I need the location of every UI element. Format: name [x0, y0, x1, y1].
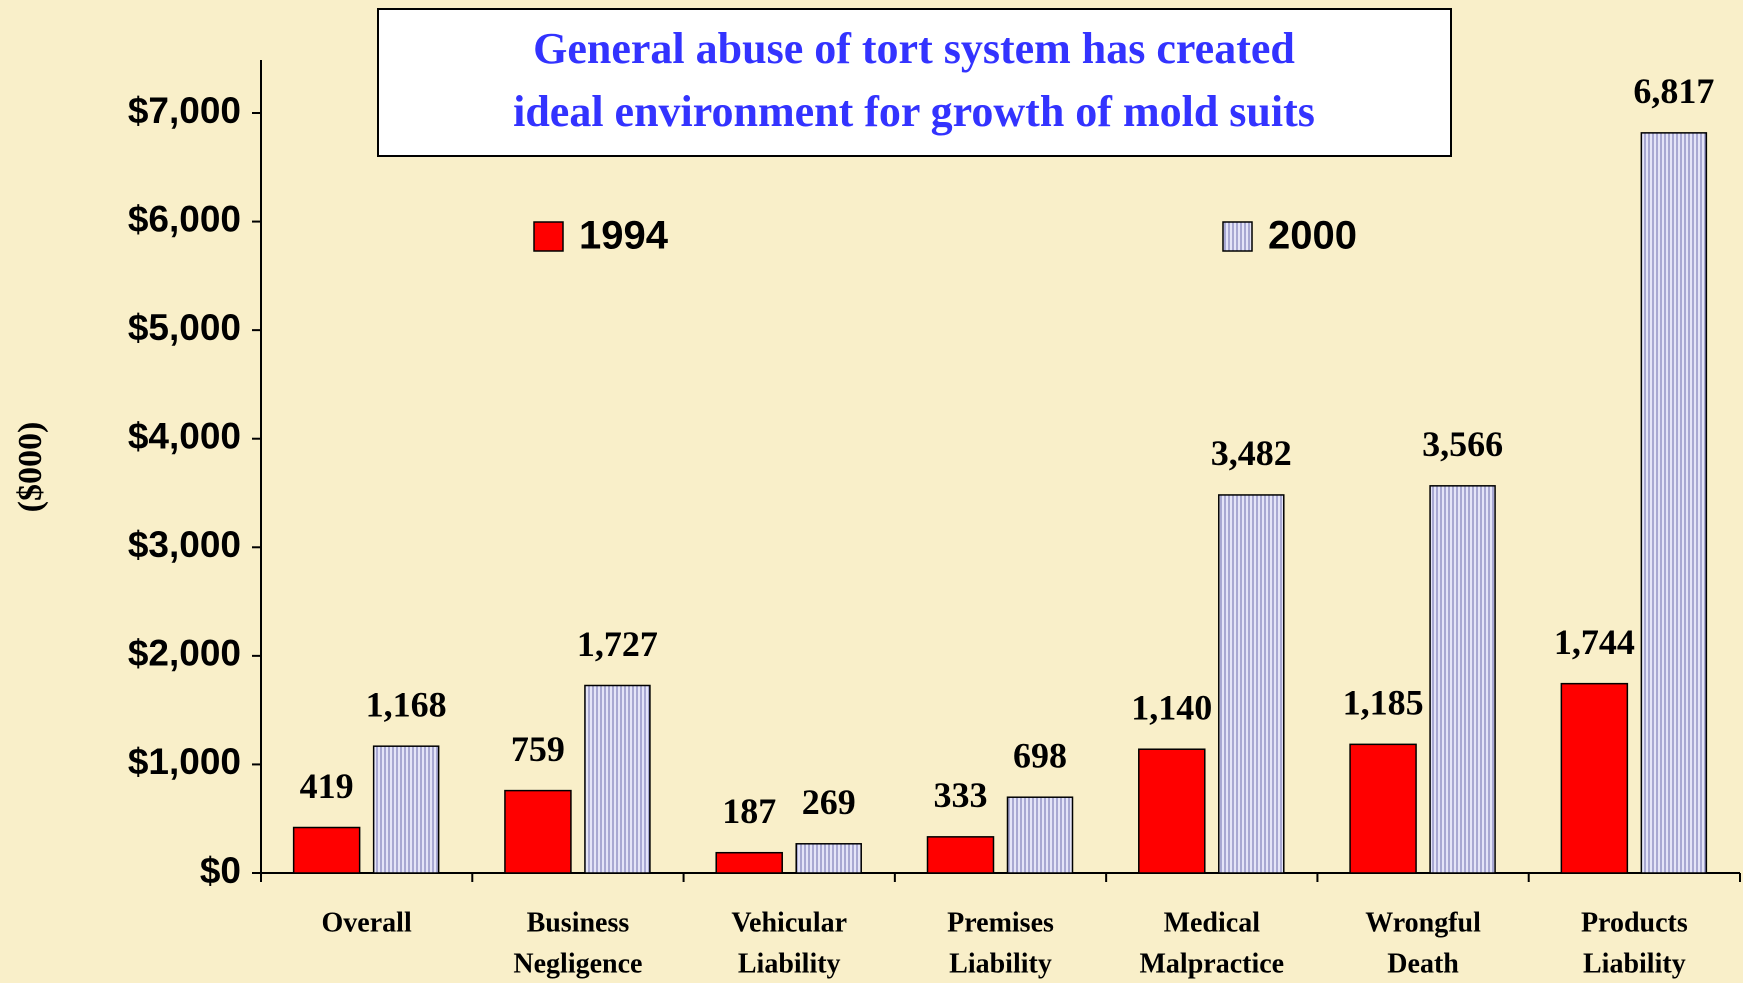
- y-tick-label: $7,000: [128, 90, 241, 131]
- y-axis-label: ($000): [12, 422, 49, 513]
- x-tick-label: Overall: [322, 907, 412, 938]
- data-label: 269: [802, 782, 856, 822]
- x-tick-label: Wrongful: [1365, 907, 1481, 938]
- bar: [1218, 494, 1285, 874]
- bar: [1006, 796, 1074, 874]
- bar: [1138, 748, 1206, 874]
- chart-title: General abuse of tort system has created: [533, 24, 1295, 73]
- data-label: 1,727: [577, 624, 658, 664]
- bar: [795, 843, 862, 874]
- bar: [715, 851, 783, 874]
- data-label: 333: [934, 775, 988, 815]
- x-tick-label: Products: [1581, 907, 1688, 938]
- legend-swatch: [533, 221, 564, 252]
- x-tick-label: Medical: [1164, 907, 1261, 938]
- x-tick-label: Death: [1387, 948, 1459, 979]
- y-tick-label: $5,000: [128, 307, 241, 348]
- bar: [504, 789, 572, 874]
- data-label: 1,140: [1131, 687, 1212, 727]
- bar: [292, 826, 361, 874]
- y-tick-label: $3,000: [128, 524, 241, 565]
- bar: [1640, 132, 1708, 874]
- data-label: 3,482: [1211, 433, 1292, 473]
- x-tick-label: Liability: [1583, 948, 1686, 979]
- legend-label: 1994: [579, 214, 669, 258]
- y-tick-label: $1,000: [128, 741, 241, 782]
- y-tick-label: $4,000: [128, 415, 241, 456]
- bar: [1349, 743, 1417, 874]
- y-tick-label: $0: [200, 850, 241, 891]
- x-tick-label: Negligence: [513, 948, 642, 979]
- chart-title: ideal environment for growth of mold sui…: [513, 87, 1315, 136]
- x-tick-label: Business: [527, 907, 630, 938]
- x-tick-label: Malpractice: [1139, 948, 1284, 979]
- data-label: 1,168: [366, 684, 447, 724]
- data-label: 419: [300, 766, 354, 806]
- bar: [372, 745, 440, 874]
- data-label: 187: [722, 791, 776, 831]
- data-label: 6,817: [1633, 71, 1714, 111]
- bar: [1429, 485, 1496, 874]
- data-label: 759: [511, 729, 565, 769]
- data-label: 3,566: [1422, 424, 1503, 464]
- legend-swatch: [1222, 221, 1253, 252]
- x-tick-label: Liability: [949, 948, 1052, 979]
- bar: [1560, 682, 1629, 874]
- y-tick-label: $6,000: [128, 198, 241, 239]
- x-tick-label: Vehicular: [731, 907, 847, 938]
- x-tick-label: Liability: [738, 948, 841, 979]
- y-tick-label: $2,000: [128, 633, 241, 674]
- data-label: 1,185: [1343, 683, 1424, 723]
- x-tick-label: Premises: [947, 907, 1054, 938]
- bar: [926, 836, 995, 874]
- bar: [584, 684, 651, 874]
- data-label: 1,744: [1554, 622, 1635, 662]
- data-label: 698: [1013, 735, 1067, 775]
- legend-label: 2000: [1268, 214, 1357, 258]
- title-box: [377, 8, 1452, 157]
